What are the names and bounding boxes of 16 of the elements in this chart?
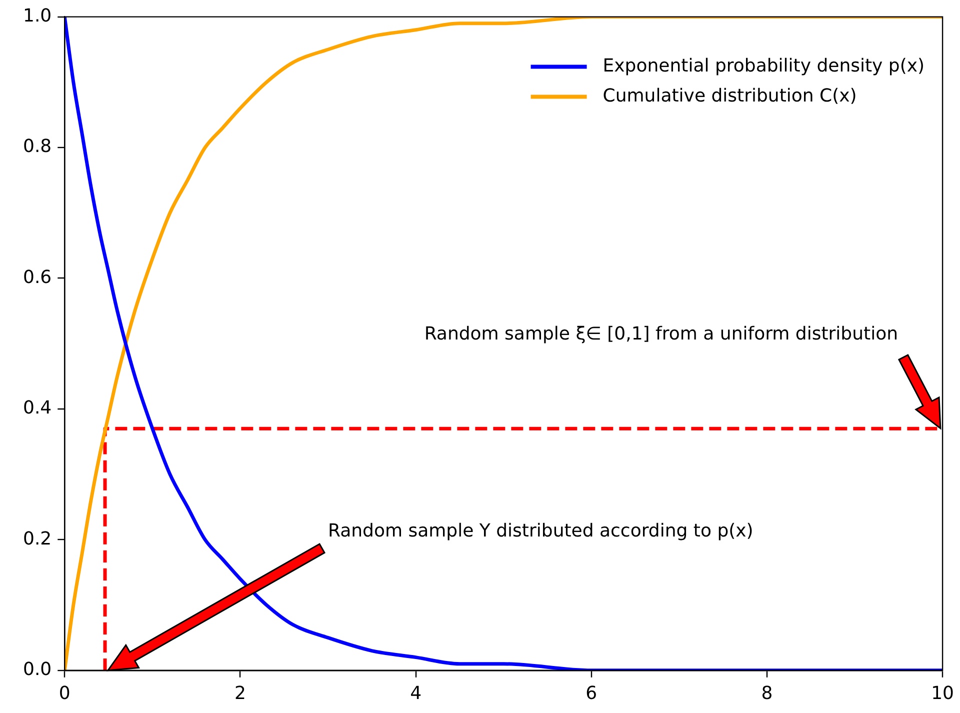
y-tick-label: 0.2 <box>22 528 52 550</box>
y-tick-label: 1.0 <box>22 5 52 26</box>
x-tick-label: 4 <box>410 682 422 704</box>
y-tick-label: 0.8 <box>22 136 52 158</box>
annotation: Random sample Y distributed according to p(x) <box>328 520 754 542</box>
x-tick-label: 10 <box>931 682 954 704</box>
x-tick-label: 6 <box>586 682 598 704</box>
legend-label: Exponential probability density p(x) <box>602 55 925 76</box>
y-tick-label: 0.4 <box>22 398 52 419</box>
annotation: Random sample ξ∈ [0,1] from a uniform distribution <box>424 324 898 345</box>
x-tick-label: 8 <box>761 682 773 704</box>
legend-label: Cumulative distribution C(x) <box>602 85 857 106</box>
x-tick-label: 0 <box>58 682 70 704</box>
y-tick-label: 0.6 <box>22 266 52 288</box>
x-tick-label: 2 <box>234 682 246 704</box>
y-tick-label: 0.0 <box>22 659 52 680</box>
